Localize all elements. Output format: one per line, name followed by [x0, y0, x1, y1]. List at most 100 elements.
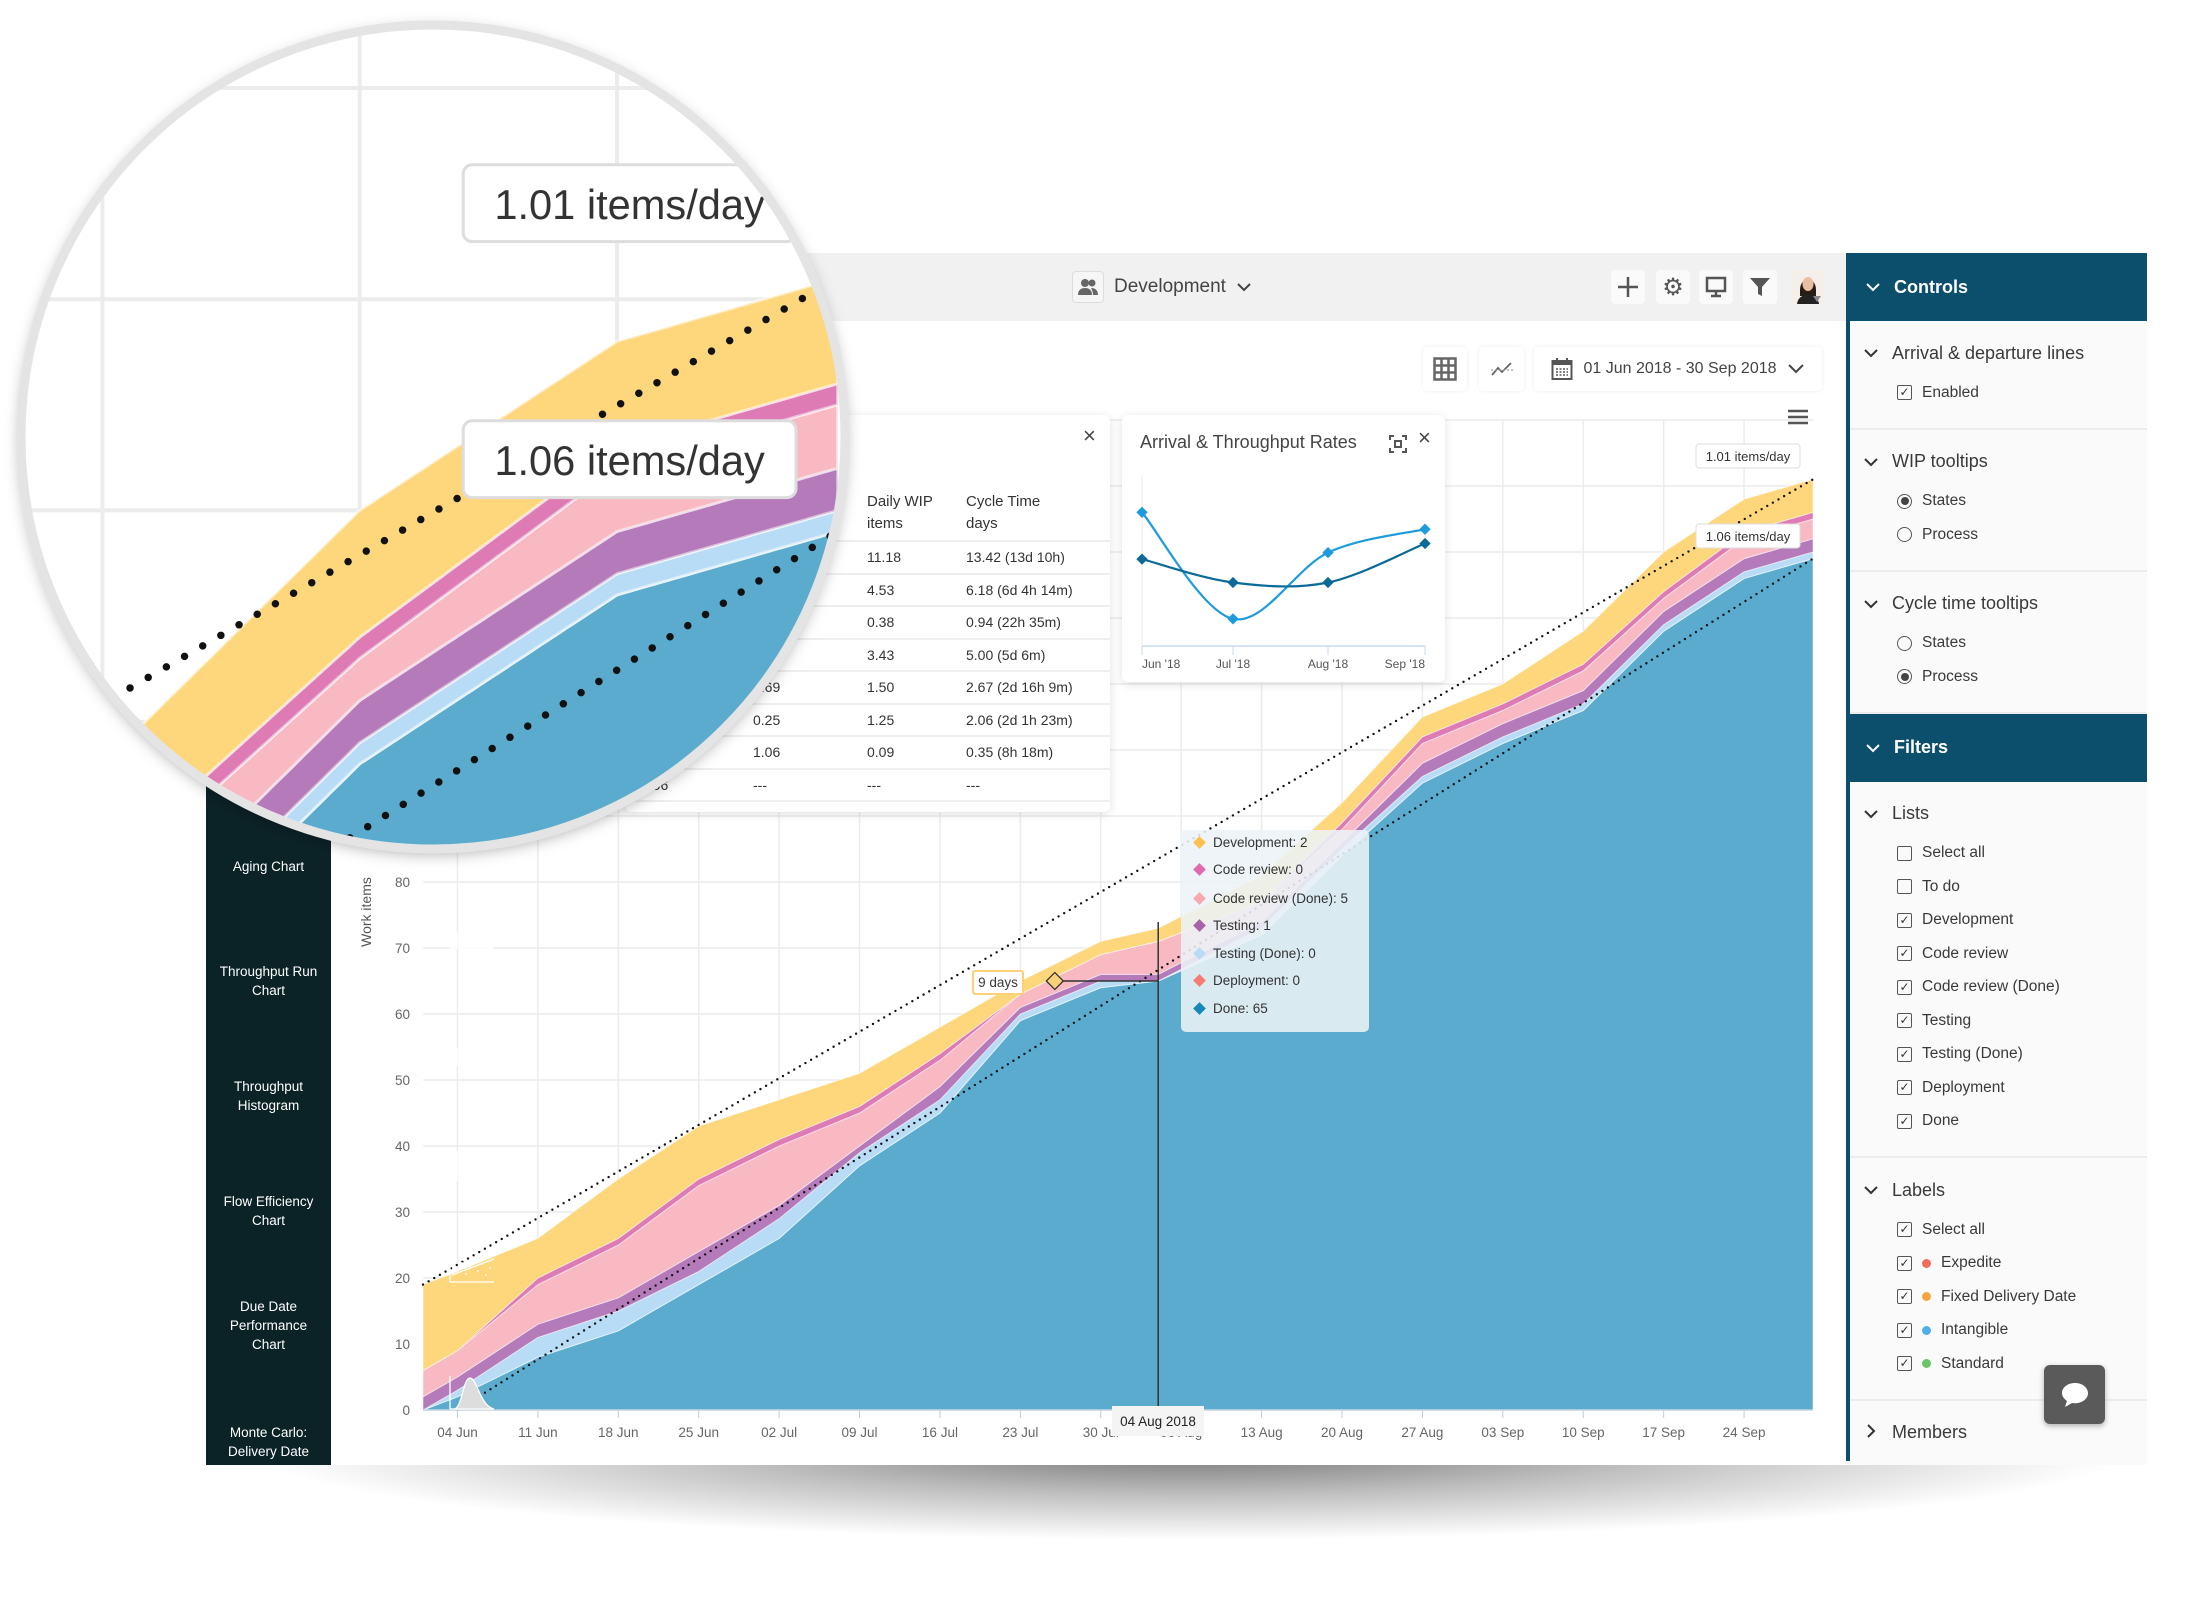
section-controls[interactable]: Controls — [1846, 253, 2147, 321]
table-cell: --- — [753, 768, 867, 802]
option-label: Standard — [1941, 1354, 2004, 1372]
group-header[interactable]: WIP tooltips — [1850, 444, 2147, 480]
diamond-icon — [1193, 919, 1206, 932]
group-header[interactable]: Arrival & departure lines — [1850, 335, 2147, 371]
checkbox[interactable]: ✓ — [1897, 1289, 1912, 1305]
checkbox[interactable]: ✓ — [1897, 1356, 1912, 1372]
table-cell — [753, 573, 867, 607]
option-states[interactable]: States — [1850, 485, 2147, 519]
team-name: Development — [1114, 276, 1226, 297]
option-enabled[interactable]: ✓ Enabled — [1850, 376, 2147, 410]
checkbox[interactable]: ✓ — [1897, 1113, 1912, 1129]
option-testing[interactable]: ✓ Testing — [1850, 1004, 2147, 1038]
chevron-down-icon — [1864, 1182, 1878, 1198]
table-row: 0.38 0.94 (22h 35m) — [625, 606, 1110, 640]
close-icon[interactable]: × — [1418, 425, 1431, 450]
option-done[interactable]: ✓ Done — [1850, 1105, 2147, 1139]
option-code-review[interactable]: ✓ Code review — [1850, 937, 2147, 971]
radio-button[interactable] — [1897, 635, 1912, 651]
checkbox[interactable]: ✓ — [1897, 946, 1912, 962]
diamond-icon — [1193, 947, 1206, 960]
filter-group: Lists Select all To do ✓ Development ✓ Code re… — [1850, 782, 2147, 1158]
trend-button[interactable] — [1479, 347, 1524, 391]
option-select-all[interactable]: Select all — [1850, 837, 2147, 871]
checkbox[interactable]: ✓ — [1897, 1046, 1912, 1062]
date-range-picker[interactable]: 01 Jun 2018 - 30 Sep 2018 — [1534, 347, 1822, 391]
filter-group: Arrival & departure lines ✓ Enabled — [1850, 321, 2147, 430]
option-standard[interactable]: ✓ Standard — [1850, 1347, 2147, 1381]
option-select-all[interactable]: ✓ Select all — [1850, 1213, 2147, 1247]
checkbox[interactable] — [1897, 879, 1912, 895]
close-icon[interactable]: × — [1083, 423, 1096, 448]
checkbox[interactable]: ✓ — [1897, 1222, 1912, 1238]
checkbox[interactable]: ✓ — [1897, 1322, 1912, 1338]
table-cell — [625, 606, 753, 640]
x-tick-label: Jul '18 — [1216, 657, 1251, 671]
nav-item-label[interactable]: Due Date Performance Chart — [229, 1299, 308, 1352]
nav-item-label[interactable]: Flow Efficiency Chart — [223, 1194, 314, 1228]
chevron-down-icon — [1864, 806, 1878, 822]
option-process[interactable]: Process — [1850, 518, 2147, 552]
chat-button[interactable] — [2044, 1365, 2105, 1424]
table-cell: 13.42 (13d 10h) — [966, 541, 1110, 575]
x-tick-label: 02 Jul — [761, 1425, 797, 1440]
option-process[interactable]: Process — [1850, 660, 2147, 694]
label-color-dot — [1922, 1325, 1931, 1335]
team-selector[interactable]: Development — [1072, 271, 1252, 303]
filter-button[interactable] — [1743, 270, 1777, 304]
section-filters[interactable]: Filters — [1846, 713, 2147, 782]
chart-menu-icon[interactable] — [1788, 409, 1808, 425]
x-tick-label: 25 Jun — [678, 1425, 719, 1440]
present-button[interactable] — [1699, 270, 1733, 304]
option-testing-done-[interactable]: ✓ Testing (Done) — [1850, 1038, 2147, 1072]
table-cell — [625, 638, 753, 672]
table-view-button[interactable] — [1423, 347, 1467, 391]
group-header[interactable]: Labels — [1850, 1172, 2147, 1208]
radio-button[interactable] — [1897, 493, 1912, 509]
nav-item-label[interactable]: Aging Chart — [232, 859, 305, 874]
checkbox[interactable] — [1897, 845, 1912, 861]
settings-button[interactable]: ⚙ — [1656, 270, 1690, 304]
option-deployment[interactable]: ✓ Deployment — [1850, 1071, 2147, 1105]
column-header: Daily WIP items — [867, 485, 966, 542]
tooltip-item: Done: 65 — [1193, 1001, 1268, 1016]
checkbox[interactable]: ✓ — [1897, 1013, 1912, 1029]
x-tick-label: 27 Aug — [1401, 1425, 1443, 1440]
option-expedite[interactable]: ✓ Expedite — [1850, 1247, 2147, 1281]
checkbox[interactable]: ✓ — [1897, 385, 1912, 401]
expand-icon[interactable] — [1389, 435, 1407, 453]
y-tick-label: 70 — [395, 941, 410, 956]
tooltip-item: Testing: 1 — [1193, 918, 1271, 933]
tooltip-item: Testing (Done): 0 — [1193, 946, 1316, 961]
option-to-do[interactable]: To do — [1850, 870, 2147, 904]
y-tick-label: 140 — [387, 479, 410, 494]
y-tick-label: 90 — [395, 809, 410, 824]
window-shadow — [250, 1450, 2130, 1600]
radio-button[interactable] — [1897, 669, 1912, 685]
user-avatar[interactable] — [1791, 270, 1825, 304]
add-button[interactable] — [1611, 270, 1645, 304]
option-code-review-done-[interactable]: ✓ Code review (Done) — [1850, 971, 2147, 1005]
nav-item-label[interactable]: Throughput Histogram — [233, 1079, 304, 1113]
nav-item-label[interactable]: Throughput Run Chart — [219, 964, 318, 998]
table-cell: 2.06 (2d 1h 23m) — [966, 703, 1110, 737]
radio-button[interactable] — [1897, 527, 1912, 543]
option-intangible[interactable]: ✓ Intangible — [1850, 1314, 2147, 1348]
option-development[interactable]: ✓ Development — [1850, 904, 2147, 938]
option-fixed-delivery-date[interactable]: ✓ Fixed Delivery Date — [1850, 1280, 2147, 1314]
group-header[interactable]: Members — [1850, 1415, 2147, 1451]
group-header[interactable]: Cycle time tooltips — [1850, 586, 2147, 622]
table-cell: 0.94 (22h 35m) — [966, 606, 1110, 640]
nav-item-label[interactable]: Monte Carlo: Delivery Date — [227, 1425, 310, 1459]
checkbox[interactable]: ✓ — [1897, 1255, 1912, 1271]
option-states[interactable]: States — [1850, 627, 2147, 661]
checkbox[interactable]: ✓ — [1897, 912, 1912, 928]
tooltip-item-label: Testing: 1 — [1213, 918, 1271, 933]
column-header: ut — [753, 485, 867, 542]
checkbox[interactable]: ✓ — [1897, 1080, 1912, 1096]
filter-group: WIP tooltips States Process — [1850, 430, 2147, 572]
x-tick-label: 03 Sep — [1481, 1425, 1524, 1440]
group-header[interactable]: Lists — [1850, 796, 2147, 832]
top-header — [206, 253, 1846, 321]
checkbox[interactable]: ✓ — [1897, 979, 1912, 995]
